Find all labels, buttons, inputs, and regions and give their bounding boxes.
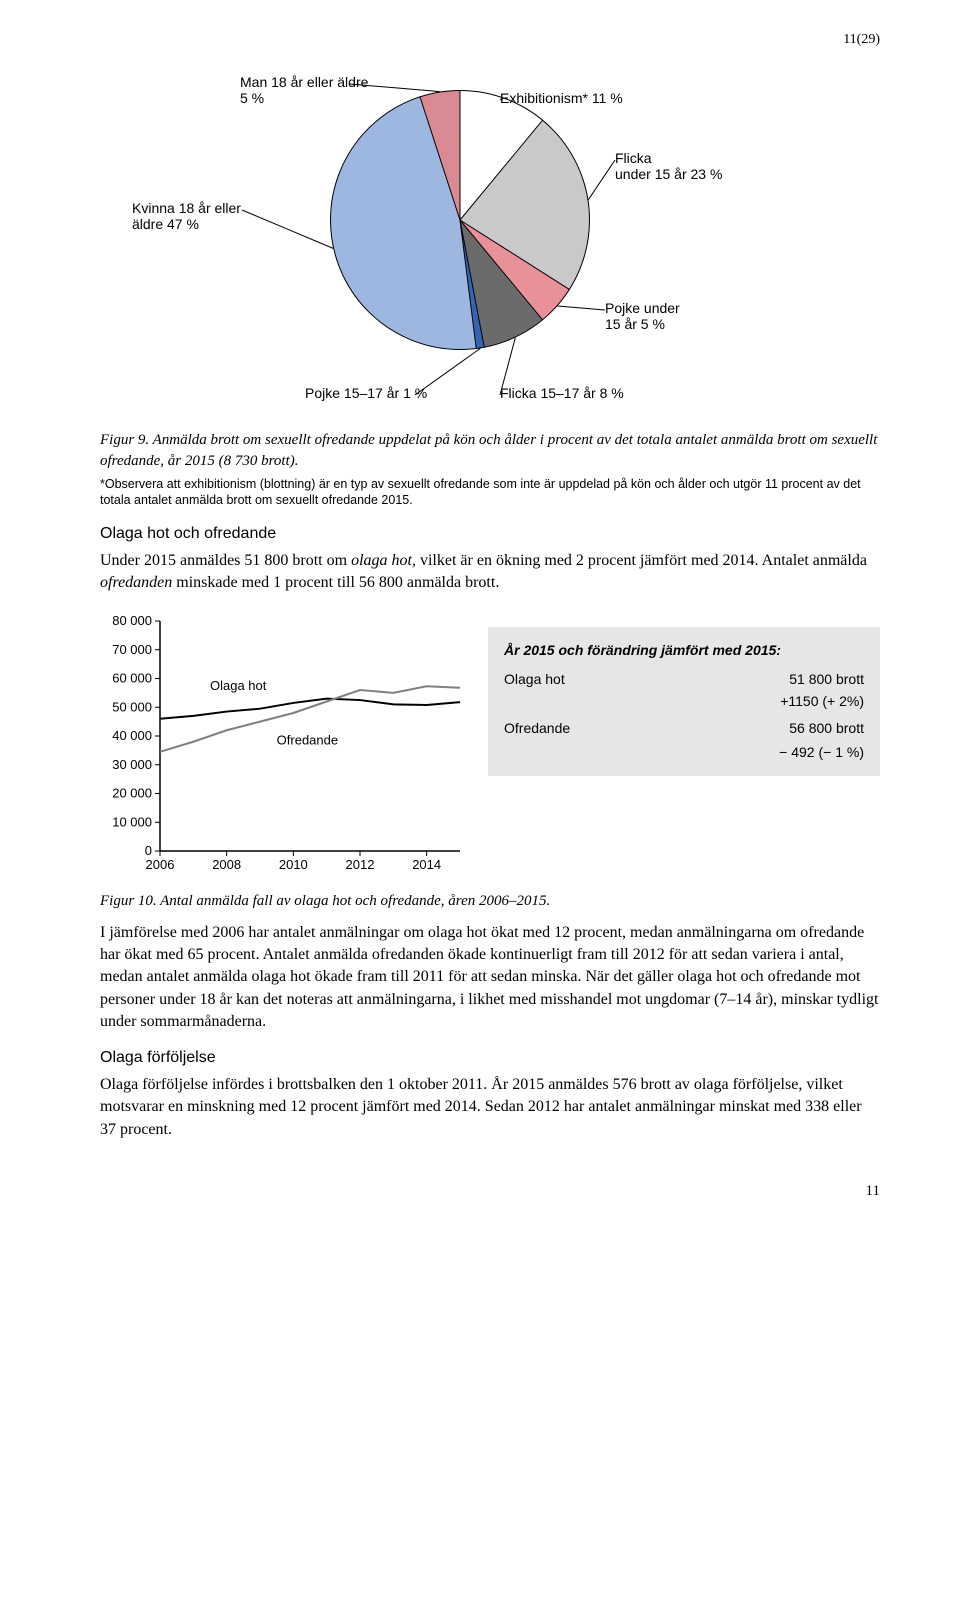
svg-text:2006: 2006 <box>146 857 175 872</box>
pie-chart-region: Man 18 år eller äldre5 % Exhibitionism* 1… <box>140 60 840 420</box>
stats-box: År 2015 och förändring jämfört med 2015:… <box>488 627 880 777</box>
page-number: 11 <box>100 1181 880 1202</box>
svg-text:Ofredande: Ofredande <box>277 732 338 747</box>
stats-row-ofredande: Ofredande 56 800 brott <box>504 719 864 739</box>
section-olaga-para: Under 2015 anmäldes 51 800 brott om olag… <box>100 550 880 595</box>
line-chart: 0 10 000 20 000 30 000 40 000 50 000 60 000 70 … <box>100 611 470 881</box>
section-forfoljelse-heading: Olaga förföljelse <box>100 1047 880 1069</box>
svg-text:60 000: 60 000 <box>112 670 152 685</box>
stats-label: Ofredande <box>504 719 570 739</box>
pie-chart <box>330 90 590 350</box>
stats-header: År 2015 och förändring jämfört med 2015: <box>504 641 864 661</box>
svg-text:Olaga hot: Olaga hot <box>210 678 267 693</box>
stats-row-olaga: Olaga hot 51 800 brott <box>504 670 864 690</box>
pie-slice-label: Pojke 15–17 år 1 % <box>305 385 427 402</box>
pie-slice-label: Man 18 år eller äldre5 % <box>240 74 368 108</box>
svg-text:20 000: 20 000 <box>112 785 152 800</box>
svg-text:30 000: 30 000 <box>112 756 152 771</box>
pie-slice-label: Kvinna 18 år elleräldre 47 % <box>132 200 241 234</box>
svg-text:2014: 2014 <box>412 857 441 872</box>
section-olaga-heading: Olaga hot och ofredande <box>100 523 880 545</box>
svg-text:80 000: 80 000 <box>112 613 152 628</box>
svg-text:70 000: 70 000 <box>112 641 152 656</box>
stats-label: Olaga hot <box>504 670 565 690</box>
svg-text:2012: 2012 <box>346 857 375 872</box>
para-jamforelse: I jämförelse med 2006 har antalet anmäln… <box>100 922 880 1034</box>
pie-slice-label: Flickaunder 15 år 23 % <box>615 150 722 184</box>
figure9-caption: Figur 9. Anmälda brott om sexuellt ofred… <box>100 430 880 472</box>
pie-slice-label: Pojke under15 år 5 % <box>605 300 680 334</box>
svg-text:2008: 2008 <box>212 857 241 872</box>
pie-slice-label: Exhibitionism* 11 % <box>500 90 623 107</box>
page-header: 11(29) <box>100 30 880 50</box>
line-chart-row: 0 10 000 20 000 30 000 40 000 50 000 60 000 70 … <box>100 611 880 881</box>
stats-sub: − 492 (− 1 %) <box>504 743 864 763</box>
svg-text:10 000: 10 000 <box>112 814 152 829</box>
figure9-footnote: *Observera att exhibitionism (blottning)… <box>100 476 880 510</box>
section-forfoljelse-para: Olaga förföljelse infördes i brottsbalke… <box>100 1074 880 1141</box>
stats-value: 51 800 brott <box>789 670 864 690</box>
stats-value: 56 800 brott <box>789 719 864 739</box>
svg-text:40 000: 40 000 <box>112 728 152 743</box>
pie-slice-label: Flicka 15–17 år 8 % <box>500 385 624 402</box>
svg-text:2010: 2010 <box>279 857 308 872</box>
svg-text:0: 0 <box>145 843 152 858</box>
figure10-caption: Figur 10. Antal anmälda fall av olaga ho… <box>100 891 880 912</box>
stats-sub: +1150 (+ 2%) <box>504 692 864 712</box>
svg-text:50 000: 50 000 <box>112 699 152 714</box>
